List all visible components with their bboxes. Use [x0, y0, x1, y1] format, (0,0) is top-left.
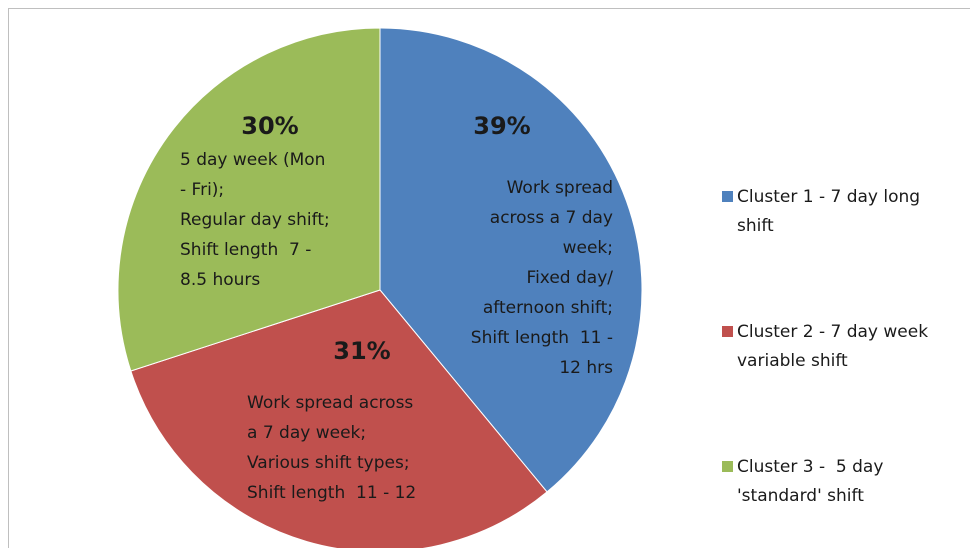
slice-description: Work spread across	[247, 393, 413, 413]
slice-description: Various shift types;	[247, 453, 410, 473]
legend-label: Cluster 3 - 5 day 'standard' shift	[737, 457, 889, 506]
slice-description: Shift length 7 -	[180, 240, 311, 260]
pie-slice	[379, 27, 643, 493]
legend-swatch	[722, 326, 733, 337]
legend-swatch	[722, 461, 733, 472]
slice-description: 8.5 hours	[180, 270, 260, 290]
legend-label: Cluster 2 - 7 day week variable shift	[737, 322, 934, 371]
slice-description: - Fri);	[180, 180, 224, 200]
slice-description: Shift length 11 -	[471, 328, 613, 348]
slice-description: week;	[563, 238, 613, 258]
slice-description: across a 7 day	[490, 208, 613, 228]
slice-description: 12 hrs	[559, 358, 613, 378]
slice-description: afternoon shift;	[483, 298, 613, 318]
slice-description: Regular day shift;	[180, 210, 330, 230]
slice-description: a 7 day week;	[247, 423, 366, 443]
chart-frame	[8, 8, 970, 548]
data-label: 30%	[241, 112, 298, 140]
data-label: 31%	[333, 337, 390, 365]
pie-slice	[117, 27, 381, 372]
slice-description: Work spread	[507, 178, 613, 198]
slice-description: Shift length 11 - 12	[247, 483, 416, 503]
data-label: 39%	[473, 112, 530, 140]
pie-slice	[130, 289, 548, 548]
slice-description: 5 day week (Mon	[180, 150, 325, 170]
slice-description: Fixed day/	[527, 268, 614, 288]
legend-swatch	[722, 191, 733, 202]
legend-label: Cluster 1 - 7 day long shift	[737, 187, 926, 236]
